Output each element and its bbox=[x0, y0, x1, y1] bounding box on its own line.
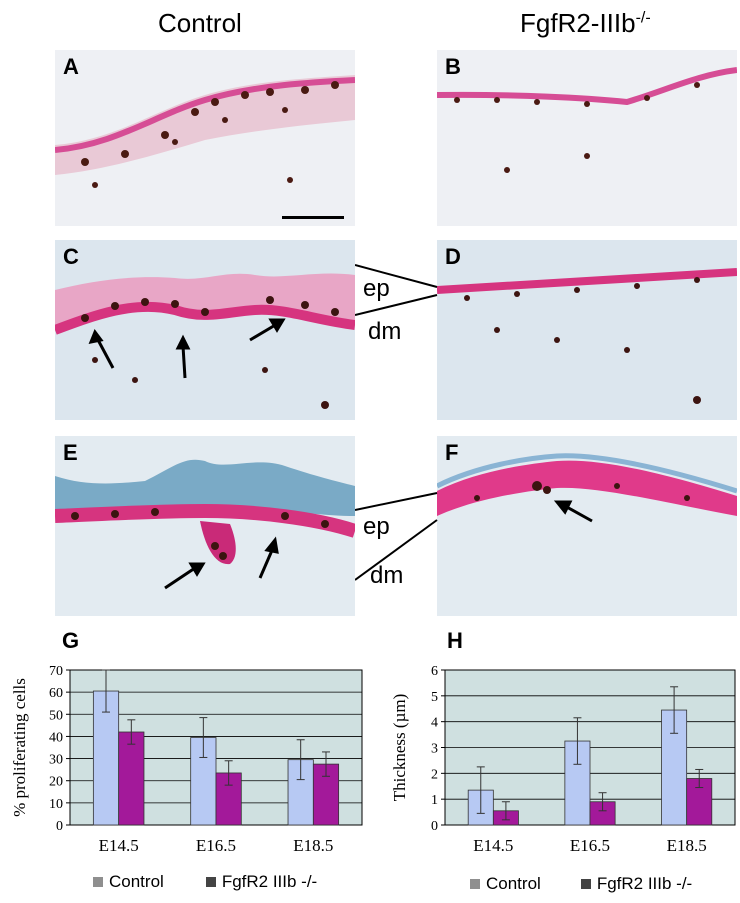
chart-g-mutant-bar bbox=[118, 731, 145, 826]
dm-label-cd: dm bbox=[368, 318, 402, 345]
chart-h-xtick-label: E18.5 bbox=[667, 836, 707, 855]
chart-g-ytick-label: 0 bbox=[56, 819, 63, 834]
micrograph-c-image bbox=[55, 240, 355, 420]
mutant-header-text: FgfR2-IIIb bbox=[520, 8, 636, 38]
chart-h-ytick-label: 5 bbox=[431, 690, 438, 705]
legend-h-mutant-label: FgfR2 IIIb -/- bbox=[596, 874, 693, 893]
chart-h-ytick-label: 2 bbox=[431, 767, 438, 782]
legend-h-control-swatch bbox=[470, 879, 480, 889]
chart-g-xtick-label: E18.5 bbox=[293, 836, 333, 855]
micrograph-panel-d: D bbox=[437, 240, 737, 420]
chart-g-ytick-label: 30 bbox=[49, 753, 63, 768]
panel-label-d: D bbox=[445, 244, 461, 269]
chart-g-ytick-label: 60 bbox=[49, 686, 63, 701]
chart-g-ytick-label: 20 bbox=[49, 775, 63, 790]
micrograph-panel-e: E bbox=[55, 436, 355, 616]
control-column-header: Control bbox=[158, 8, 242, 38]
chart-h-ytick-label: 1 bbox=[431, 793, 438, 808]
chart-g-ytick-label: 70 bbox=[49, 664, 63, 679]
chart-g-ytick-label: 10 bbox=[49, 797, 63, 812]
mutant-header-superscript: -/- bbox=[635, 9, 651, 27]
chart-g-ylabel: % proliferating cells bbox=[10, 678, 29, 817]
epidermis-connector-lines-ef bbox=[355, 492, 438, 581]
proliferation-chart: 0 10 20 30 40 50 60 70 E14.5 E16.5 E18.5 % prolifer… bbox=[10, 664, 363, 855]
micrograph-f-image bbox=[437, 436, 737, 616]
chart-g-ytick-label: 40 bbox=[49, 730, 63, 745]
chart-label-h: H bbox=[447, 628, 463, 653]
legend-g: Control FgfR2 IIIb -/- bbox=[93, 872, 317, 892]
chart-label-g: G bbox=[62, 628, 80, 653]
mutant-column-header: FgfR2-IIIb-/- bbox=[520, 8, 651, 39]
chart-h-ytick-label: 0 bbox=[431, 819, 438, 834]
chart-g-xtick-label: E14.5 bbox=[99, 836, 139, 855]
ep-label-cd: ep bbox=[363, 275, 390, 302]
legend-g-control-label: Control bbox=[109, 872, 164, 891]
chart-g-ytick-label: 50 bbox=[49, 708, 63, 723]
chart-h-ytick-label: 6 bbox=[431, 664, 438, 679]
micrograph-panel-b: B bbox=[437, 50, 737, 226]
ep-label-ef: ep bbox=[363, 513, 390, 540]
dm-label-ef: dm bbox=[370, 562, 404, 589]
micrograph-a-image bbox=[55, 50, 355, 226]
micrograph-panel-f: F bbox=[437, 436, 737, 616]
legend-h: Control FgfR2 IIIb -/- bbox=[470, 874, 692, 894]
micrograph-panel-c: C bbox=[55, 240, 355, 420]
chart-g-control-bar bbox=[92, 690, 120, 826]
panel-label-a: A bbox=[63, 54, 79, 79]
epidermis-connector-lines-cd bbox=[355, 264, 438, 316]
micrograph-b-image bbox=[437, 50, 737, 226]
panel-label-f: F bbox=[445, 440, 459, 465]
chart-h-xtick-label: E16.5 bbox=[570, 836, 610, 855]
panel-label-b: B bbox=[445, 54, 461, 79]
chart-h-xtick-label: E14.5 bbox=[473, 836, 513, 855]
legend-g-mutant-label: FgfR2 IIIb -/- bbox=[221, 872, 318, 891]
micrograph-panel-a: A bbox=[55, 50, 355, 226]
chart-g-xtick-label: E16.5 bbox=[196, 836, 236, 855]
panel-label-c: C bbox=[63, 244, 79, 269]
chart-h-ytick-label: 3 bbox=[431, 742, 438, 757]
legend-h-control-label: Control bbox=[486, 874, 541, 893]
thickness-chart: 0 1 2 3 4 5 6 E14.5 E16.5 E18.5 Thickness (µm) bbox=[390, 664, 736, 855]
legend-h-mutant-swatch bbox=[580, 879, 591, 889]
micrograph-e-image bbox=[55, 436, 355, 616]
micrograph-d-image bbox=[437, 240, 737, 420]
panel-label-e: E bbox=[63, 440, 78, 465]
legend-g-mutant-swatch bbox=[205, 877, 216, 887]
chart-h-ylabel: Thickness (µm) bbox=[390, 694, 409, 802]
chart-h-ytick-label: 4 bbox=[431, 716, 438, 731]
legend-g-control-swatch bbox=[93, 877, 103, 887]
